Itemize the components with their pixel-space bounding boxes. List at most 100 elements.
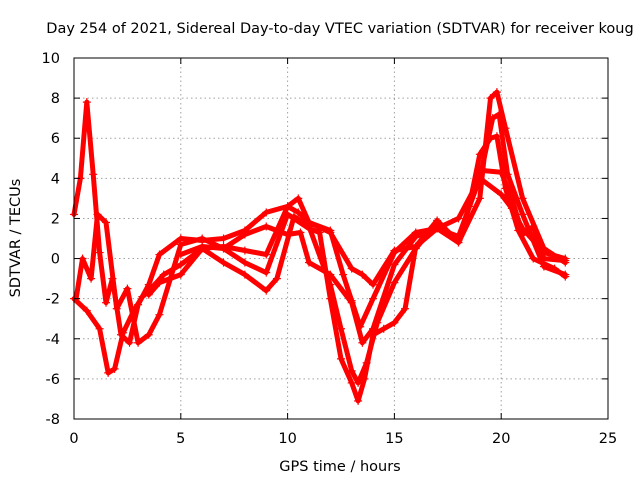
- data-point: [304, 224, 313, 233]
- y-tick-label: 6: [51, 131, 60, 147]
- data-point: [176, 240, 185, 249]
- data-point: [401, 304, 410, 313]
- data-point: [219, 234, 228, 243]
- x-tick-label: 0: [69, 431, 78, 447]
- data-point: [507, 204, 516, 213]
- data-point: [492, 88, 501, 97]
- data-point: [529, 254, 538, 263]
- data-point: [337, 354, 345, 363]
- data-point: [433, 224, 442, 233]
- data-point: [219, 258, 228, 267]
- series-line: [178, 89, 568, 346]
- data-point: [262, 286, 271, 295]
- data-point: [518, 224, 527, 233]
- data-point: [347, 378, 356, 387]
- chart-title: Day 254 of 2021, Sidereal Day-to-day VTE…: [46, 21, 633, 37]
- data-point: [433, 216, 442, 225]
- y-tick-label: 4: [51, 171, 60, 187]
- y-tick-label: 8: [51, 91, 60, 107]
- data-point: [304, 258, 313, 267]
- plot-frame: [73, 57, 609, 420]
- data-point: [134, 338, 143, 347]
- data-point: [95, 248, 104, 257]
- data-point: [337, 324, 345, 333]
- x-tick-label: 15: [385, 431, 403, 447]
- data-point: [550, 264, 559, 273]
- data-point: [454, 238, 463, 247]
- data-point: [155, 278, 164, 287]
- data-point: [240, 270, 249, 279]
- data-point: [155, 250, 164, 259]
- data-point: [326, 294, 335, 303]
- data-point: [283, 210, 292, 219]
- data-point: [497, 168, 506, 177]
- data-point: [176, 260, 185, 269]
- y-tick-label: -8: [46, 412, 60, 428]
- data-point: [104, 368, 113, 377]
- data-point: [358, 338, 367, 347]
- data-point: [262, 250, 271, 259]
- data-point: [358, 270, 367, 279]
- data-point: [326, 228, 335, 237]
- data-point: [561, 272, 570, 281]
- data-point: [411, 242, 420, 251]
- data-point: [110, 364, 119, 373]
- data-point: [497, 190, 506, 199]
- y-tick-label: 0: [51, 252, 60, 268]
- data-point: [411, 232, 420, 241]
- data-point: [262, 222, 271, 231]
- data-point: [123, 284, 132, 293]
- data-point: [159, 270, 168, 279]
- data-point: [240, 226, 249, 235]
- data-point: [486, 94, 495, 103]
- data-point: [134, 300, 143, 309]
- data-point: [390, 278, 399, 287]
- y-tick-label: -4: [46, 332, 60, 348]
- data-point: [262, 208, 271, 217]
- data-point: [144, 280, 153, 289]
- data-point: [262, 268, 271, 277]
- data-point: [379, 324, 388, 333]
- data-point: [93, 210, 102, 219]
- x-axis-label: GPS time / hours: [279, 459, 400, 475]
- data-point: [219, 244, 228, 253]
- series-line: [73, 175, 568, 404]
- y-axis-label: SDTVAR / TECUs: [8, 179, 24, 298]
- data-point: [87, 274, 96, 283]
- data-point: [529, 222, 538, 231]
- data-point: [507, 194, 516, 203]
- series-track-c: [176, 88, 570, 347]
- data-point: [390, 246, 399, 255]
- data-point: [82, 306, 91, 315]
- axis-ticks: 0 5 10 15 20 25 -8 -6 -4 -2 0 2 4 6 8 10: [42, 51, 618, 447]
- data-point: [518, 210, 527, 219]
- data-point: [339, 270, 348, 279]
- series-track-d: [70, 98, 570, 347]
- data-point: [360, 374, 369, 383]
- data-point: [347, 298, 356, 307]
- data-point: [475, 174, 484, 183]
- data-point: [561, 254, 570, 263]
- y-tick-label: -6: [46, 372, 60, 388]
- data-point: [283, 202, 292, 211]
- data-point: [240, 246, 249, 255]
- data-point: [294, 194, 303, 203]
- data-point: [369, 294, 378, 303]
- data-point: [102, 298, 111, 307]
- data-point: [294, 208, 303, 217]
- data-series: [70, 88, 570, 405]
- data-point: [454, 214, 463, 223]
- x-tick-label: 20: [492, 431, 510, 447]
- y-tick-label: 10: [42, 51, 60, 67]
- data-point: [369, 280, 378, 289]
- data-point: [390, 260, 399, 269]
- data-point: [390, 318, 399, 327]
- x-tick-label: 10: [278, 431, 296, 447]
- data-point: [95, 324, 104, 333]
- data-point: [347, 264, 356, 273]
- data-point: [155, 310, 164, 319]
- data-point: [283, 230, 292, 239]
- data-point: [539, 248, 548, 257]
- y-tick-label: 2: [51, 211, 60, 227]
